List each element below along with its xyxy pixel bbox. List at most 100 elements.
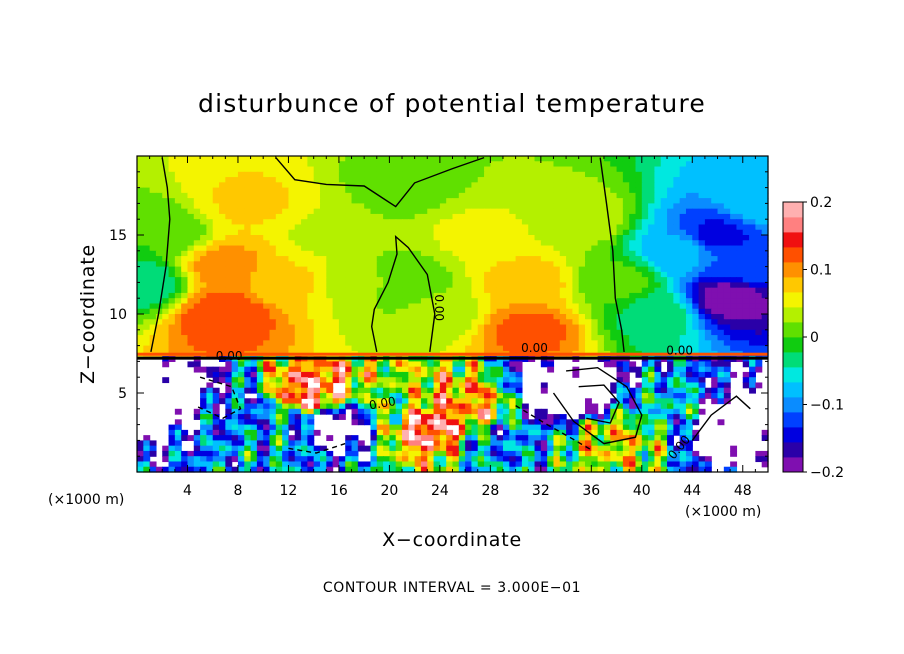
heatmap-cell [275, 187, 283, 194]
heatmap-cell [402, 308, 409, 315]
heatmap-cell [307, 424, 315, 431]
heatmap-cell [578, 229, 586, 236]
heatmap-cell [256, 292, 264, 299]
heatmap-cell [345, 287, 353, 294]
heatmap-cell [282, 419, 290, 426]
heatmap-cell [484, 256, 491, 262]
heatmap-cell [572, 213, 580, 220]
heatmap-cell [458, 440, 466, 447]
heatmap-cell [730, 219, 738, 226]
heatmap-cell [521, 324, 529, 331]
heatmap-cell [667, 324, 674, 331]
heatmap-cell [559, 192, 567, 199]
heatmap-cell [219, 266, 226, 273]
heatmap-cell [648, 387, 656, 394]
heatmap-cell [288, 229, 296, 236]
heatmap-cell [597, 319, 605, 326]
heatmap-cell [465, 366, 473, 373]
heatmap-cell [269, 271, 277, 278]
heatmap-cell [534, 282, 542, 289]
heatmap-cell [540, 414, 548, 420]
heatmap-cell [319, 235, 327, 241]
heatmap-cell [635, 203, 643, 210]
heatmap-cell [572, 371, 580, 378]
heatmap-cell [635, 382, 643, 389]
heatmap-cell [490, 171, 498, 178]
heatmap-cell [622, 240, 630, 247]
heatmap-cell [484, 308, 491, 315]
heatmap-cell [420, 308, 428, 315]
heatmap-cell [345, 308, 353, 315]
heatmap-cell [301, 219, 308, 226]
heatmap-cell [477, 319, 485, 326]
heatmap-cell [250, 240, 258, 247]
heatmap-cell [667, 382, 674, 389]
heatmap-cell [395, 393, 403, 399]
heatmap-cell [477, 361, 485, 368]
heatmap-cell [307, 345, 315, 352]
heatmap-cell [389, 166, 397, 173]
heatmap-cell [231, 324, 239, 331]
heatmap-cell [648, 208, 656, 215]
heatmap-cell [307, 287, 315, 294]
heatmap-cell [692, 240, 700, 247]
heatmap-cell [717, 319, 725, 326]
heatmap-cell [187, 271, 195, 278]
heatmap-cell [515, 287, 523, 294]
heatmap-cell [408, 382, 416, 389]
heatmap-cell [395, 187, 403, 194]
heatmap-cell [326, 282, 334, 289]
heatmap-cell [181, 324, 189, 331]
heatmap-cell [427, 387, 435, 394]
heatmap-cell [206, 440, 214, 447]
heatmap-cell [591, 203, 599, 210]
heatmap-cell [635, 261, 643, 268]
heatmap-cell [755, 366, 763, 373]
heatmap-cell [376, 198, 384, 204]
heatmap-cell [288, 261, 296, 268]
heatmap-cell [307, 182, 315, 189]
heatmap-cell [559, 308, 567, 315]
heatmap-cell [736, 292, 744, 299]
heatmap-cell [685, 156, 693, 162]
heatmap-cell [761, 429, 769, 436]
heatmap-cell [572, 329, 580, 336]
heatmap-cell [540, 287, 548, 294]
heatmap-cell [622, 308, 630, 315]
heatmap-cell [635, 329, 643, 336]
heatmap-cell [402, 192, 409, 199]
heatmap-cell [282, 414, 290, 420]
heatmap-cell [137, 171, 144, 178]
heatmap-cell [502, 340, 510, 347]
heatmap-cell [420, 208, 428, 215]
heatmap-cell [402, 429, 409, 436]
heatmap-cell [723, 229, 731, 236]
heatmap-cell [698, 298, 706, 305]
heatmap-cell [446, 161, 454, 168]
heatmap-cell [376, 340, 384, 347]
heatmap-cell [433, 324, 441, 331]
heatmap-cell [402, 287, 409, 294]
heatmap-cell [351, 277, 359, 283]
heatmap-cell [402, 213, 409, 220]
heatmap-cell [490, 240, 498, 247]
heatmap-cell [749, 266, 756, 273]
heatmap-cell [263, 203, 271, 210]
heatmap-cell [212, 419, 220, 426]
heatmap-cell [723, 240, 731, 247]
heatmap-cell [540, 208, 548, 215]
heatmap-cell [509, 419, 517, 426]
heatmap-cell [458, 403, 466, 410]
heatmap-cell [742, 182, 750, 189]
heatmap-cell [389, 424, 397, 431]
heatmap-cell [200, 271, 208, 278]
heatmap-cell [578, 177, 586, 183]
heatmap-cell [326, 377, 334, 384]
heatmap-cell [282, 340, 290, 347]
heatmap-cell [502, 245, 510, 252]
heatmap-cell [237, 187, 245, 194]
heatmap-cell [559, 303, 567, 310]
heatmap-cell [502, 250, 510, 257]
heatmap-cell [667, 345, 674, 352]
heatmap-cell [244, 161, 252, 168]
